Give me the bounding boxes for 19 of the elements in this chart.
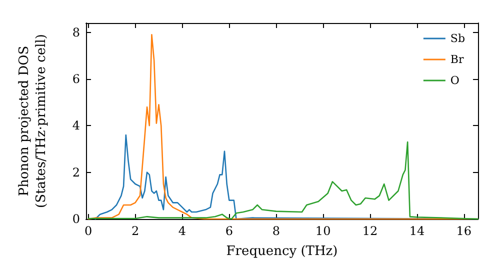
y-tick-label: 8	[72, 25, 80, 40]
x-tick-label: 2	[131, 224, 140, 238]
x-tick-label: 0	[84, 224, 92, 238]
y-tick-label: 4	[72, 118, 80, 133]
y-tick-label: 0	[72, 212, 80, 226]
x-tick-label: 4	[178, 224, 186, 238]
legend-label: Sb	[450, 32, 465, 45]
x-tick-label: 6	[225, 224, 234, 238]
y-axis-title: Phonon projected DOS (States/THz·primitive cell)	[17, 34, 49, 208]
x-tick-label: 8	[272, 224, 280, 238]
x-tick-label: 16	[456, 224, 472, 238]
x-tick-label: 10	[315, 224, 331, 238]
x-axis-title: Frequency (THz)	[226, 244, 338, 259]
y-tick-label: 2	[72, 165, 80, 180]
x-tick-label: 12	[362, 224, 378, 238]
legend-label: Br	[450, 53, 465, 66]
y-tick-label: 6	[72, 72, 80, 86]
x-tick-label: 14	[409, 224, 425, 238]
legend-label: O	[450, 74, 460, 87]
